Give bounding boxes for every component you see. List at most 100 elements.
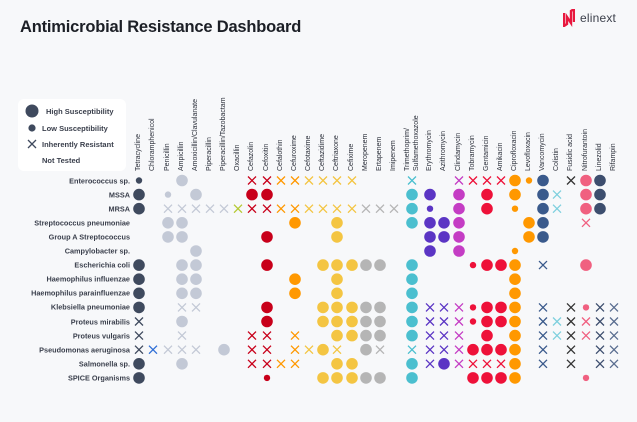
low-susceptibility-dot [469, 304, 477, 311]
inherently-resistant-cross [134, 331, 144, 341]
high-susceptibility-dot [453, 245, 465, 257]
inherently-resistant-cross [609, 359, 619, 369]
inherently-resistant-cross [375, 204, 385, 214]
low-susceptibility-dot [582, 304, 590, 311]
inherently-resistant-cross [304, 176, 314, 185]
inherently-resistant-cross [163, 204, 173, 214]
high-susceptibility-dot [509, 343, 521, 356]
inherently-resistant-cross [425, 331, 435, 341]
inherently-resistant-cross [595, 345, 605, 355]
inherently-resistant-cross [496, 176, 506, 185]
inherently-resistant-cross [595, 302, 605, 312]
inherently-resistant-cross [389, 204, 399, 214]
high-susceptibility-dot [289, 287, 301, 300]
inherently-resistant-cross [332, 345, 342, 355]
high-susceptibility-dot [317, 372, 329, 384]
high-susceptibility-dot [261, 188, 273, 201]
inherently-resistant-cross [262, 359, 272, 369]
legend-item-high: High Susceptibility [24, 104, 114, 118]
elinext-logo: elinext [563, 9, 616, 27]
row-label: MSSA [108, 190, 130, 200]
high-susceptibility-dot [360, 329, 372, 342]
legend-item-resistant: Inherently Resistant [24, 137, 114, 151]
inherently-resistant-cross [247, 204, 257, 214]
high-susceptibility-dot [523, 217, 535, 229]
inherently-resistant-cross [148, 345, 158, 355]
high-susceptibility-dot [509, 358, 521, 370]
high-susceptibility-dot [438, 358, 450, 370]
inherently-resistant-cross [581, 317, 591, 326]
high-susceptibility-dot [509, 188, 521, 201]
elinext-logo-icon [563, 9, 575, 27]
row-label: Haemophilus influenzae [46, 274, 130, 284]
high-susceptibility-dot [374, 259, 386, 271]
legend-item-not-tested: Not Tested [24, 153, 80, 167]
high-susceptibility-dot [190, 245, 202, 257]
inherently-resistant-cross [581, 218, 591, 228]
inherently-resistant-cross [552, 204, 562, 214]
inherently-resistant-cross [332, 176, 342, 185]
row-label: Group A Streptococcus [48, 232, 130, 242]
inherently-resistant-cross [276, 204, 286, 214]
high-susceptibility-dot [509, 329, 521, 342]
inherently-resistant-cross [177, 331, 187, 341]
high-susceptibility-dot [331, 372, 343, 384]
inherently-resistant-cross [290, 176, 300, 185]
high-susceptibility-dot [346, 329, 358, 342]
inherently-resistant-cross [407, 345, 417, 355]
inherently-resistant-cross [454, 317, 464, 326]
high-susceptibility-dot [317, 315, 329, 328]
high-susceptibility-dot [495, 343, 507, 356]
high-susceptibility-dot [190, 273, 202, 286]
inherently-resistant-cross [566, 345, 576, 355]
inherently-resistant-cross [454, 345, 464, 355]
high-susceptibility-dot [424, 231, 436, 243]
high-susceptibility-dot [453, 202, 465, 215]
high-susceptibility-dot [580, 188, 592, 201]
high-susceptibility-dot [374, 372, 386, 384]
inherently-resistant-cross [247, 345, 257, 355]
high-susceptibility-dot [218, 343, 230, 356]
inherently-resistant-cross [191, 302, 201, 312]
inherently-resistant-cross [361, 204, 371, 214]
high-susceptibility-dot [424, 188, 436, 201]
high-susceptibility-dot [346, 315, 358, 328]
inherently-resistant-cross [425, 317, 435, 326]
high-susceptibility-dot [495, 259, 507, 271]
row-label: Escherichia coli [74, 260, 130, 270]
high-susceptibility-dot [481, 315, 493, 328]
inherently-resistant-cross [552, 331, 562, 341]
high-susceptibility-dot [162, 231, 174, 243]
legend-label: High Susceptibility [46, 106, 114, 116]
large-dot-icon [24, 104, 40, 118]
inherently-resistant-cross [262, 345, 272, 355]
inherently-resistant-cross [290, 359, 300, 369]
high-susceptibility-dot [133, 358, 145, 370]
high-susceptibility-dot [594, 188, 606, 201]
inherently-resistant-cross [247, 331, 257, 341]
inherently-resistant-cross [454, 176, 464, 185]
high-susceptibility-dot [495, 301, 507, 314]
high-susceptibility-dot [509, 315, 521, 328]
inherently-resistant-cross [482, 359, 492, 369]
high-susceptibility-dot [406, 287, 418, 300]
high-susceptibility-dot [176, 231, 188, 243]
inherently-resistant-cross [347, 204, 357, 214]
high-susceptibility-dot [133, 202, 145, 215]
high-susceptibility-dot [537, 202, 549, 215]
high-susceptibility-dot [374, 315, 386, 328]
high-susceptibility-dot [133, 287, 145, 300]
high-susceptibility-dot [360, 343, 372, 356]
high-susceptibility-dot [406, 217, 418, 229]
inherently-resistant-cross [439, 302, 449, 312]
high-susceptibility-dot [317, 343, 329, 356]
high-susceptibility-dot [289, 217, 301, 229]
high-susceptibility-dot [176, 273, 188, 286]
high-susceptibility-dot [509, 372, 521, 384]
inherently-resistant-cross [538, 359, 548, 369]
high-susceptibility-dot [346, 358, 358, 370]
low-susceptibility-dot [426, 205, 434, 212]
row-label: Pseudomonas aeruginosa [39, 345, 130, 355]
high-susceptibility-dot [331, 231, 343, 243]
legend-label: Inherently Resistant [42, 139, 114, 149]
